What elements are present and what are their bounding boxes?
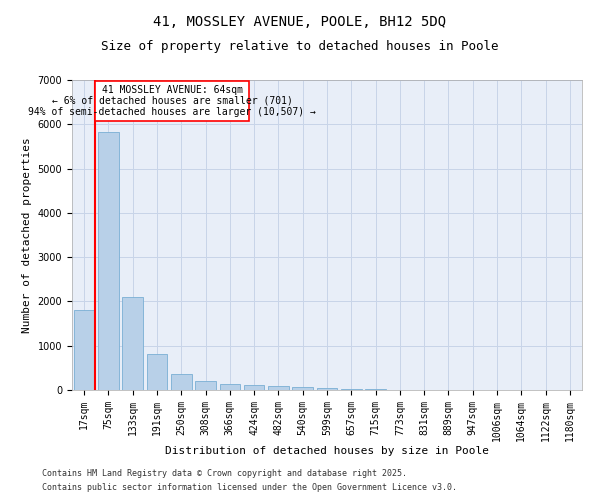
Text: ← 6% of detached houses are smaller (701): ← 6% of detached houses are smaller (701… [52,96,293,106]
Bar [244,385,265,390]
Bar [317,388,337,390]
Text: 41, MOSSLEY AVENUE, POOLE, BH12 5DQ: 41, MOSSLEY AVENUE, POOLE, BH12 5DQ [154,15,446,29]
Bar [98,132,119,390]
X-axis label: Distribution of detached houses by size in Poole: Distribution of detached houses by size … [165,446,489,456]
Bar [292,387,313,390]
Bar [122,297,143,390]
Text: 41 MOSSLEY AVENUE: 64sqm: 41 MOSSLEY AVENUE: 64sqm [101,84,242,94]
Text: Size of property relative to detached houses in Poole: Size of property relative to detached ho… [101,40,499,53]
Bar [341,389,362,390]
Bar [195,380,216,390]
Text: 94% of semi-detached houses are larger (10,507) →: 94% of semi-detached houses are larger (… [28,107,316,117]
Bar [74,310,94,390]
Bar [95,81,249,120]
Bar [268,386,289,390]
Y-axis label: Number of detached properties: Number of detached properties [22,137,32,333]
Bar [146,354,167,390]
Bar [220,384,240,390]
Bar [171,374,191,390]
Text: Contains HM Land Registry data © Crown copyright and database right 2025.: Contains HM Land Registry data © Crown c… [42,468,407,477]
Text: Contains public sector information licensed under the Open Government Licence v3: Contains public sector information licen… [42,484,457,492]
